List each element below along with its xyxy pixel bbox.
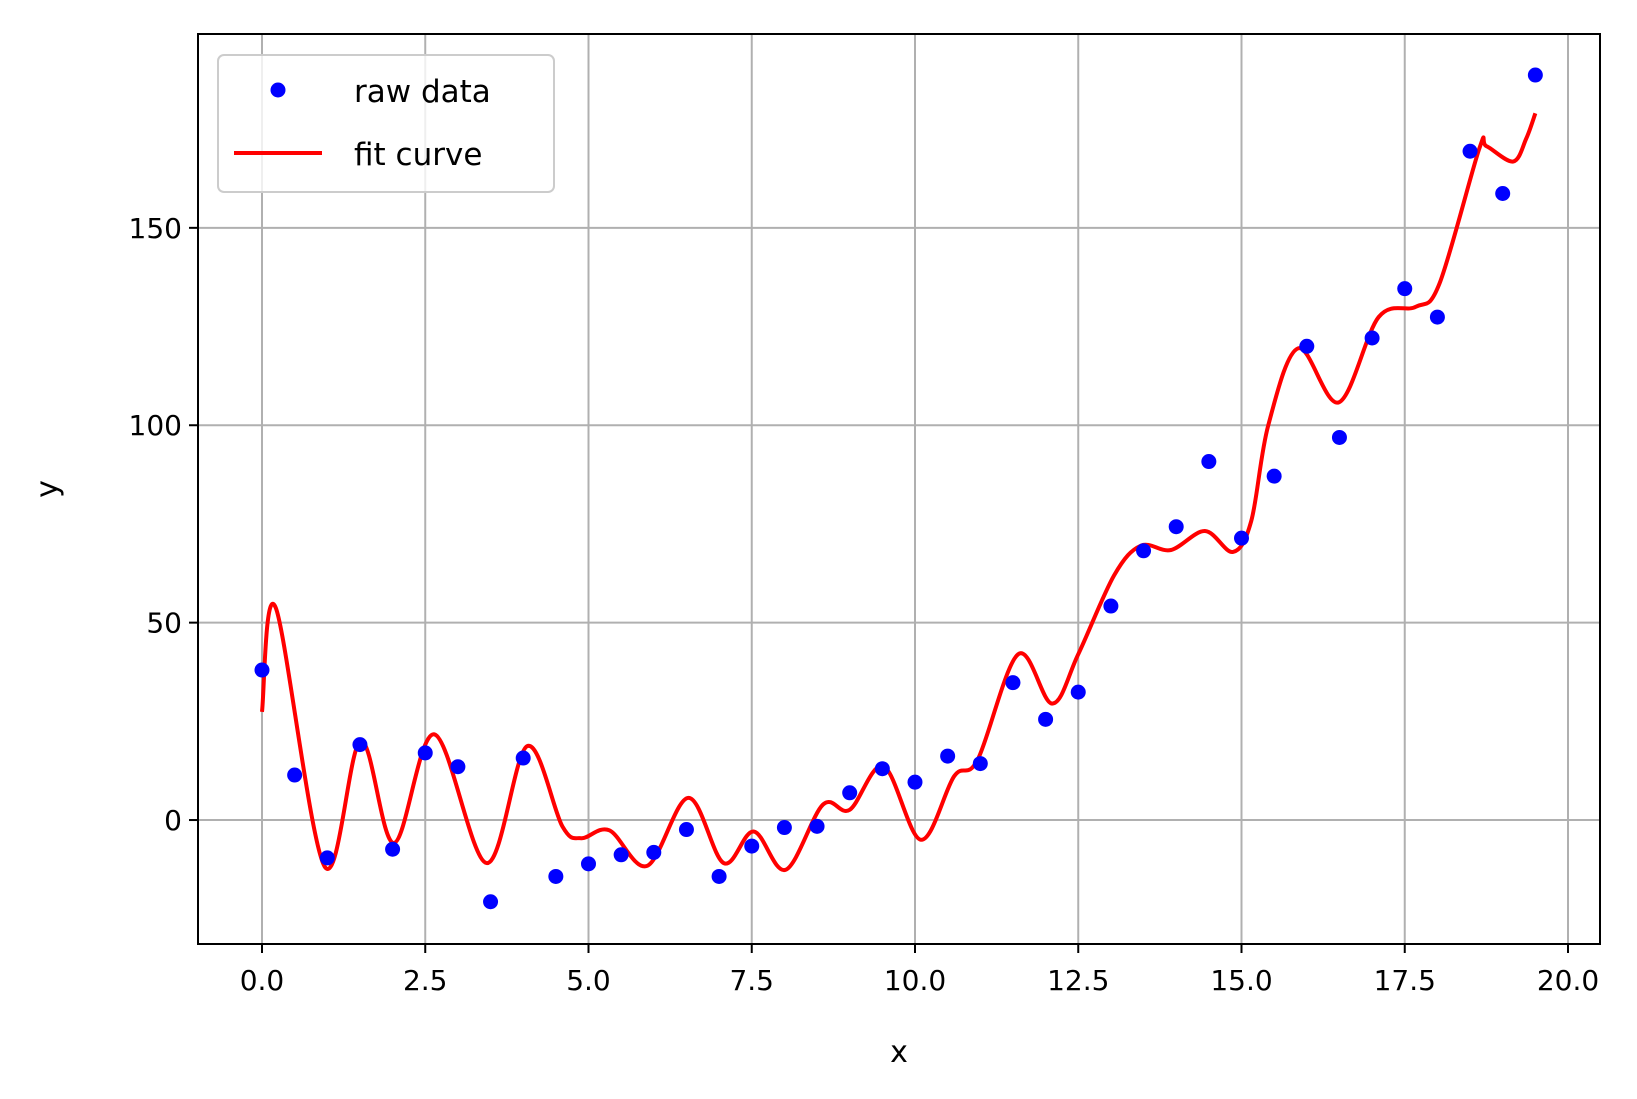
raw-data-point xyxy=(417,745,433,761)
raw-data-point xyxy=(646,844,662,860)
legend-box xyxy=(217,54,555,193)
raw-data-point xyxy=(1429,309,1445,325)
raw-data-point xyxy=(1397,281,1413,297)
raw-data-point xyxy=(1266,468,1282,484)
y-tick-label: 0 xyxy=(164,804,182,837)
raw-data-point xyxy=(809,818,825,834)
raw-data-point xyxy=(1168,519,1184,535)
raw-data-point xyxy=(1201,454,1217,470)
raw-data-point xyxy=(287,767,303,783)
raw-data-point xyxy=(1462,143,1478,159)
fit-curve-layer xyxy=(260,112,1538,872)
raw-data-point xyxy=(972,756,988,772)
raw-data-point xyxy=(352,737,368,753)
y-axis-label: y xyxy=(30,480,65,498)
raw-data-point xyxy=(907,774,923,790)
raw-data-point xyxy=(940,748,956,764)
x-tick-label: 12.5 xyxy=(1047,964,1109,997)
x-tick-label: 15.0 xyxy=(1210,964,1272,997)
raw-data-point xyxy=(483,894,499,910)
raw-data-point xyxy=(1103,598,1119,614)
raw-data-point xyxy=(1364,330,1380,346)
raw-data-point xyxy=(613,847,629,863)
raw-data-point xyxy=(776,820,792,836)
raw-data-point xyxy=(1299,338,1315,354)
raw-data-point xyxy=(385,841,401,857)
fit-curve-line xyxy=(260,112,1538,872)
raw-data-point xyxy=(1136,543,1152,559)
x-tick-label: 2.5 xyxy=(403,964,448,997)
raw-data-point xyxy=(711,868,727,884)
raw-data-points xyxy=(254,67,1543,910)
raw-data-point xyxy=(319,850,335,866)
raw-data-point xyxy=(744,838,760,854)
axis-ticks: 0.0 2.5 5.0 7.5 10.0 12.5 15.0 17.5 20.0 0 50 100 15… xyxy=(129,212,1600,997)
raw-data-point xyxy=(1331,429,1347,445)
plot-frame xyxy=(197,33,1601,945)
x-tick-label: 10.0 xyxy=(884,964,946,997)
raw-data-point xyxy=(678,822,694,838)
raw-data-point xyxy=(1495,185,1511,201)
legend-raw-data-label: raw data xyxy=(354,74,491,110)
y-tick-label: 150 xyxy=(129,212,182,245)
raw-data-point xyxy=(1527,67,1543,83)
raw-data-point xyxy=(450,759,466,775)
grid xyxy=(198,34,1600,944)
raw-data-point xyxy=(515,750,531,766)
x-tick-label: 0.0 xyxy=(240,964,285,997)
raw-data-point xyxy=(548,868,564,884)
y-tick-label: 100 xyxy=(129,409,182,442)
raw-data-point xyxy=(1038,711,1054,727)
raw-data-point xyxy=(842,785,858,801)
raw-data-point xyxy=(1234,530,1250,546)
x-tick-label: 5.0 xyxy=(566,964,611,997)
legend: raw data fit curve xyxy=(217,54,555,193)
raw-data-point xyxy=(580,856,596,872)
legend-fit-curve-label: fit curve xyxy=(354,137,482,173)
x-tick-label: 17.5 xyxy=(1374,964,1436,997)
raw-data-point xyxy=(1005,675,1021,691)
x-tick-label: 20.0 xyxy=(1537,964,1599,997)
x-axis-label: x xyxy=(890,1035,908,1070)
legend-raw-data-marker xyxy=(270,82,286,98)
y-tick-label: 50 xyxy=(146,607,182,640)
raw-data-point xyxy=(1070,684,1086,700)
raw-data-point xyxy=(254,662,270,678)
raw-data-point xyxy=(874,761,890,777)
x-tick-label: 7.5 xyxy=(729,964,774,997)
